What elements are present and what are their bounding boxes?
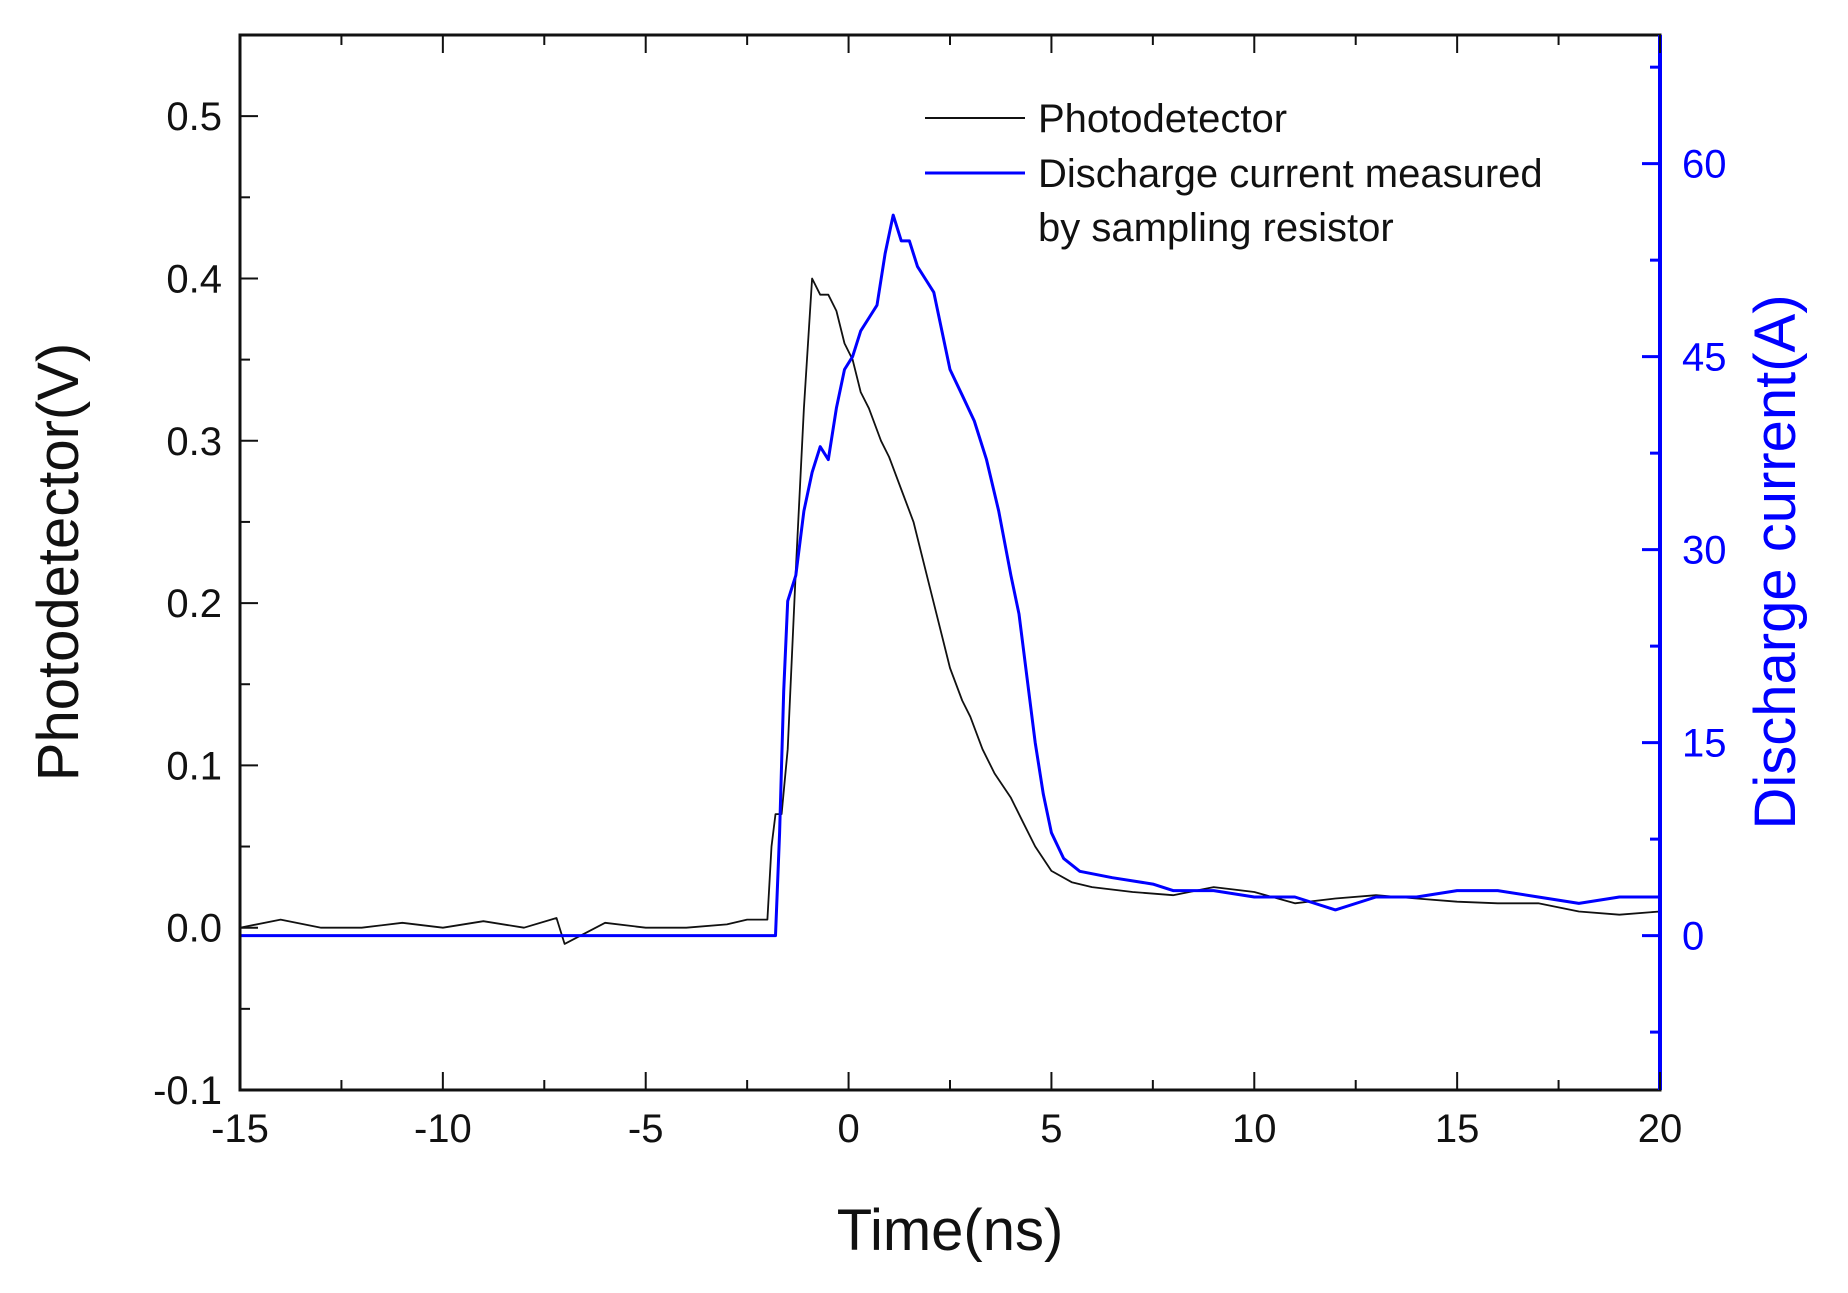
legend-label-photodetector: Photodetector xyxy=(1038,97,1287,141)
y-left-tick-label: 0.5 xyxy=(166,95,222,139)
y-left-tick-label: 0.0 xyxy=(166,907,222,951)
x-tick-label: -15 xyxy=(211,1107,269,1151)
x-tick-label: 0 xyxy=(837,1107,859,1151)
x-tick-label: 10 xyxy=(1232,1107,1277,1151)
y-left-tick-label: -0.1 xyxy=(153,1069,222,1113)
series-line-photodetector xyxy=(239,277,1661,945)
y-right-tick-label: 45 xyxy=(1682,336,1727,380)
series-line-discharge-current xyxy=(240,213,1660,938)
legend: Photodetector Discharge current measured… xyxy=(925,97,1543,250)
x-tick-label: -5 xyxy=(628,1107,664,1151)
legend-label-discharge-current-line2: by sampling resistor xyxy=(1038,206,1394,250)
x-axis-title: Time(ns) xyxy=(837,1198,1064,1263)
y-right-tick-label: 0 xyxy=(1682,915,1704,959)
y-left-axis-title: Photodetector(V) xyxy=(26,343,91,781)
legend-label-discharge-current: Discharge current measured xyxy=(1038,152,1543,196)
y-right-tick-label: 60 xyxy=(1682,143,1727,187)
y-left-tick-label: 0.2 xyxy=(166,582,222,626)
y-left-tick-label: 0.3 xyxy=(166,420,222,464)
x-tick-label: 20 xyxy=(1638,1107,1683,1151)
ticks-layer: -15 -10 -5 0 5 10 15 20 0.5 0.4 0.3 0.2 0.1 0.0 -0.1 60… xyxy=(153,35,1727,1151)
y-right-tick-label: 30 xyxy=(1682,529,1727,573)
x-tick-label: -10 xyxy=(414,1107,472,1151)
x-tick-label: 15 xyxy=(1435,1107,1480,1151)
y-right-axis-title: Discharge current(A) xyxy=(1743,294,1808,829)
x-tick-label: 5 xyxy=(1040,1107,1062,1151)
y-right-tick-label: 15 xyxy=(1682,722,1727,766)
y-left-tick-label: 0.4 xyxy=(166,257,222,301)
y-left-tick-label: 0.1 xyxy=(166,744,222,788)
series-layer xyxy=(239,213,1661,945)
